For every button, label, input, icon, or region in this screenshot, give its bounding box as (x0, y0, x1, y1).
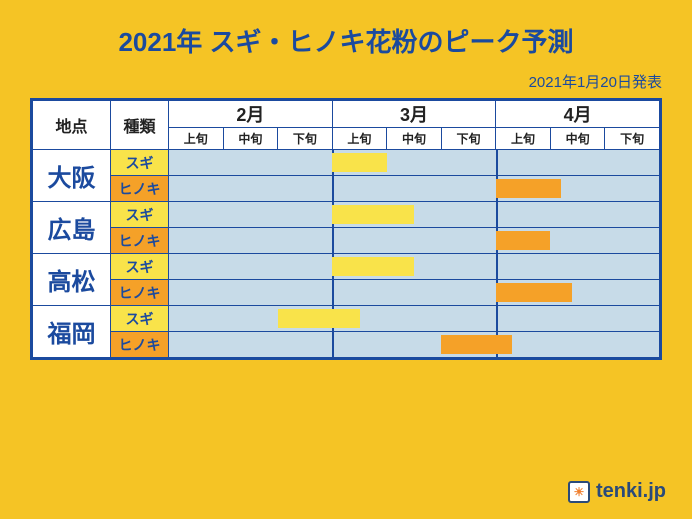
brand-logo: ☀ tenki.jp (568, 480, 666, 503)
col-header-subperiod: 中旬 (223, 128, 278, 150)
type-cell: スギ (111, 202, 169, 228)
gridline (332, 176, 334, 201)
type-cell: スギ (111, 306, 169, 332)
sugi-bar (332, 205, 414, 224)
gridline (496, 254, 498, 279)
sugi-bar (278, 309, 360, 328)
col-header-subperiod: 下旬 (605, 128, 660, 150)
type-cell: ヒノキ (111, 332, 169, 358)
chart-subtitle: 2021年1月20日発表 (12, 67, 680, 98)
gridline (332, 280, 334, 305)
location-cell: 大阪 (33, 150, 111, 202)
table-head: 地点種類2月3月4月上旬中旬下旬上旬中旬下旬上旬中旬下旬 (33, 101, 660, 150)
col-header-month: 4月 (496, 101, 660, 128)
gridline (496, 202, 498, 227)
col-header-month: 3月 (332, 101, 496, 128)
col-header-type: 種類 (111, 101, 169, 150)
sun-icon: ☀ (568, 481, 590, 503)
col-header-month: 2月 (169, 101, 333, 128)
type-cell: スギ (111, 150, 169, 176)
timeline-cell (169, 280, 660, 306)
timeline-cell (169, 228, 660, 254)
gridline (332, 228, 334, 253)
pollen-table-wrap: 地点種類2月3月4月上旬中旬下旬上旬中旬下旬上旬中旬下旬 大阪スギヒノキ広島スギ… (30, 98, 662, 360)
timeline-cell (169, 254, 660, 280)
timeline-cell (169, 150, 660, 176)
location-cell: 福岡 (33, 306, 111, 358)
type-cell: スギ (111, 254, 169, 280)
hinoki-bar (496, 231, 550, 250)
type-cell: ヒノキ (111, 228, 169, 254)
col-header-subperiod: 上旬 (332, 128, 387, 150)
pollen-table: 地点種類2月3月4月上旬中旬下旬上旬中旬下旬上旬中旬下旬 大阪スギヒノキ広島スギ… (32, 100, 660, 358)
timeline-cell (169, 306, 660, 332)
brand-text: tenki.jp (596, 480, 666, 503)
table-body: 大阪スギヒノキ広島スギヒノキ高松スギヒノキ福岡スギヒノキ (33, 150, 660, 358)
gridline (332, 332, 334, 357)
timeline-cell (169, 176, 660, 202)
timeline-cell (169, 202, 660, 228)
sugi-bar (332, 153, 386, 172)
hinoki-bar (496, 283, 572, 302)
hinoki-bar (441, 335, 512, 354)
col-header-subperiod: 上旬 (169, 128, 224, 150)
chart-title: 2021年 スギ・ヒノキ花粉のピーク予測 (12, 12, 680, 67)
location-cell: 高松 (33, 254, 111, 306)
col-header-subperiod: 上旬 (496, 128, 551, 150)
col-header-subperiod: 下旬 (278, 128, 333, 150)
sugi-bar (332, 257, 414, 276)
col-header-subperiod: 中旬 (550, 128, 605, 150)
chart-container: 2021年 スギ・ヒノキ花粉のピーク予測 2021年1月20日発表 地点種類2月… (0, 0, 692, 519)
type-cell: ヒノキ (111, 280, 169, 306)
timeline-cell (169, 332, 660, 358)
gridline (496, 306, 498, 331)
col-header-location: 地点 (33, 101, 111, 150)
col-header-subperiod: 中旬 (387, 128, 442, 150)
hinoki-bar (496, 179, 561, 198)
type-cell: ヒノキ (111, 176, 169, 202)
gridline (496, 150, 498, 175)
location-cell: 広島 (33, 202, 111, 254)
col-header-subperiod: 下旬 (441, 128, 496, 150)
